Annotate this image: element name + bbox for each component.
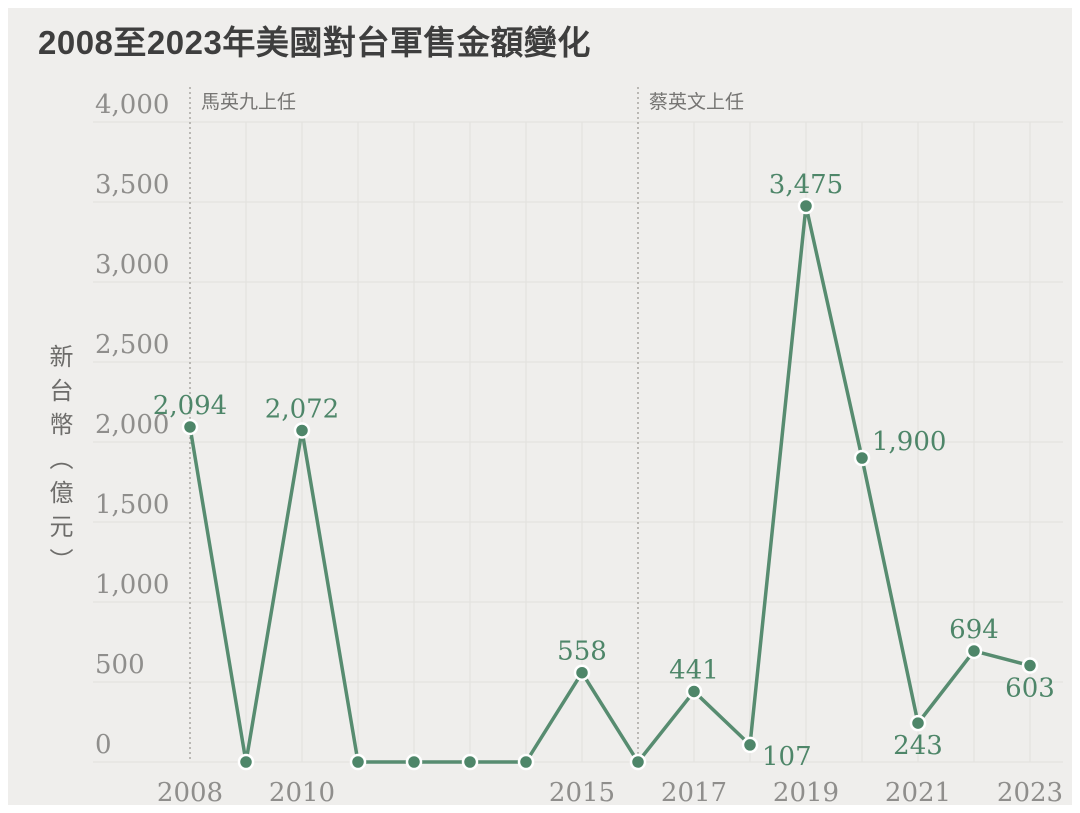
- data-point-2020: [853, 449, 871, 467]
- data-point-2016: [629, 753, 647, 771]
- data-label-2017: 441: [669, 655, 719, 685]
- data-label-2018: 107: [762, 742, 812, 772]
- data-label-2008: 2,094: [153, 391, 227, 421]
- annotation-label-2016: 蔡英文上任: [649, 91, 744, 113]
- y-tick-label: 1,500: [95, 490, 169, 520]
- y-axis-title: 新台幣（億元）: [45, 344, 72, 582]
- y-tick-label: 2,000: [95, 410, 169, 440]
- data-point-2011: [349, 753, 367, 771]
- data-label-2021: 243: [893, 731, 943, 761]
- data-point-2013: [461, 753, 479, 771]
- data-label-2020: 1,900: [872, 427, 946, 457]
- data-label-2019: 3,475: [769, 170, 843, 200]
- x-tick-label-2010: 2010: [269, 778, 335, 805]
- data-point-2012: [405, 753, 423, 771]
- data-point-2008: [181, 418, 199, 436]
- data-point-2019: [797, 197, 815, 215]
- y-tick-label: 0: [95, 730, 112, 760]
- annotation-label-2008: 馬英九上任: [201, 91, 296, 113]
- data-point-2023: [1021, 657, 1039, 674]
- data-point-2017: [685, 683, 703, 700]
- data-point-2022: [965, 642, 983, 660]
- x-tick-label-2023: 2023: [997, 778, 1063, 805]
- x-tick-label-2019: 2019: [773, 778, 839, 805]
- x-tick-label-2017: 2017: [661, 778, 727, 805]
- x-tick-label-2015: 2015: [549, 778, 615, 805]
- y-tick-label: 2,500: [95, 330, 169, 360]
- series-line: [188, 204, 1032, 764]
- data-point-2014: [517, 753, 535, 771]
- data-point-2018: [741, 736, 759, 754]
- data-label-2010: 2,072: [265, 394, 339, 424]
- chart-canvas: 2008至2023年美國對台軍售金額變化 新台幣（億元） 0 500 1,000 1,…: [8, 8, 1072, 805]
- data-point-2015: [573, 664, 591, 681]
- data-label-2015: 558: [557, 637, 607, 667]
- chart-title: 2008至2023年美國對台軍售金額變化: [38, 24, 591, 61]
- data-point-2009: [237, 753, 255, 771]
- y-tick-label: 3,000: [95, 250, 169, 280]
- data-label-2023: 603: [1005, 674, 1055, 704]
- line-chart: 0 500 1,000 1,500 2,000 2,500 3,000 3,500 4,000 馬…: [93, 87, 1063, 805]
- y-tick-label: 1,000: [95, 570, 169, 600]
- data-label-2022: 694: [949, 615, 999, 645]
- y-tick-label: 4,000: [95, 90, 169, 120]
- y-tick-label: 500: [95, 650, 145, 680]
- y-tick-label: 3,500: [95, 170, 169, 200]
- x-tick-label-2008: 2008: [157, 778, 223, 805]
- data-point-2010: [293, 422, 311, 439]
- data-point-2021: [909, 714, 927, 732]
- x-tick-label-2021: 2021: [885, 778, 951, 805]
